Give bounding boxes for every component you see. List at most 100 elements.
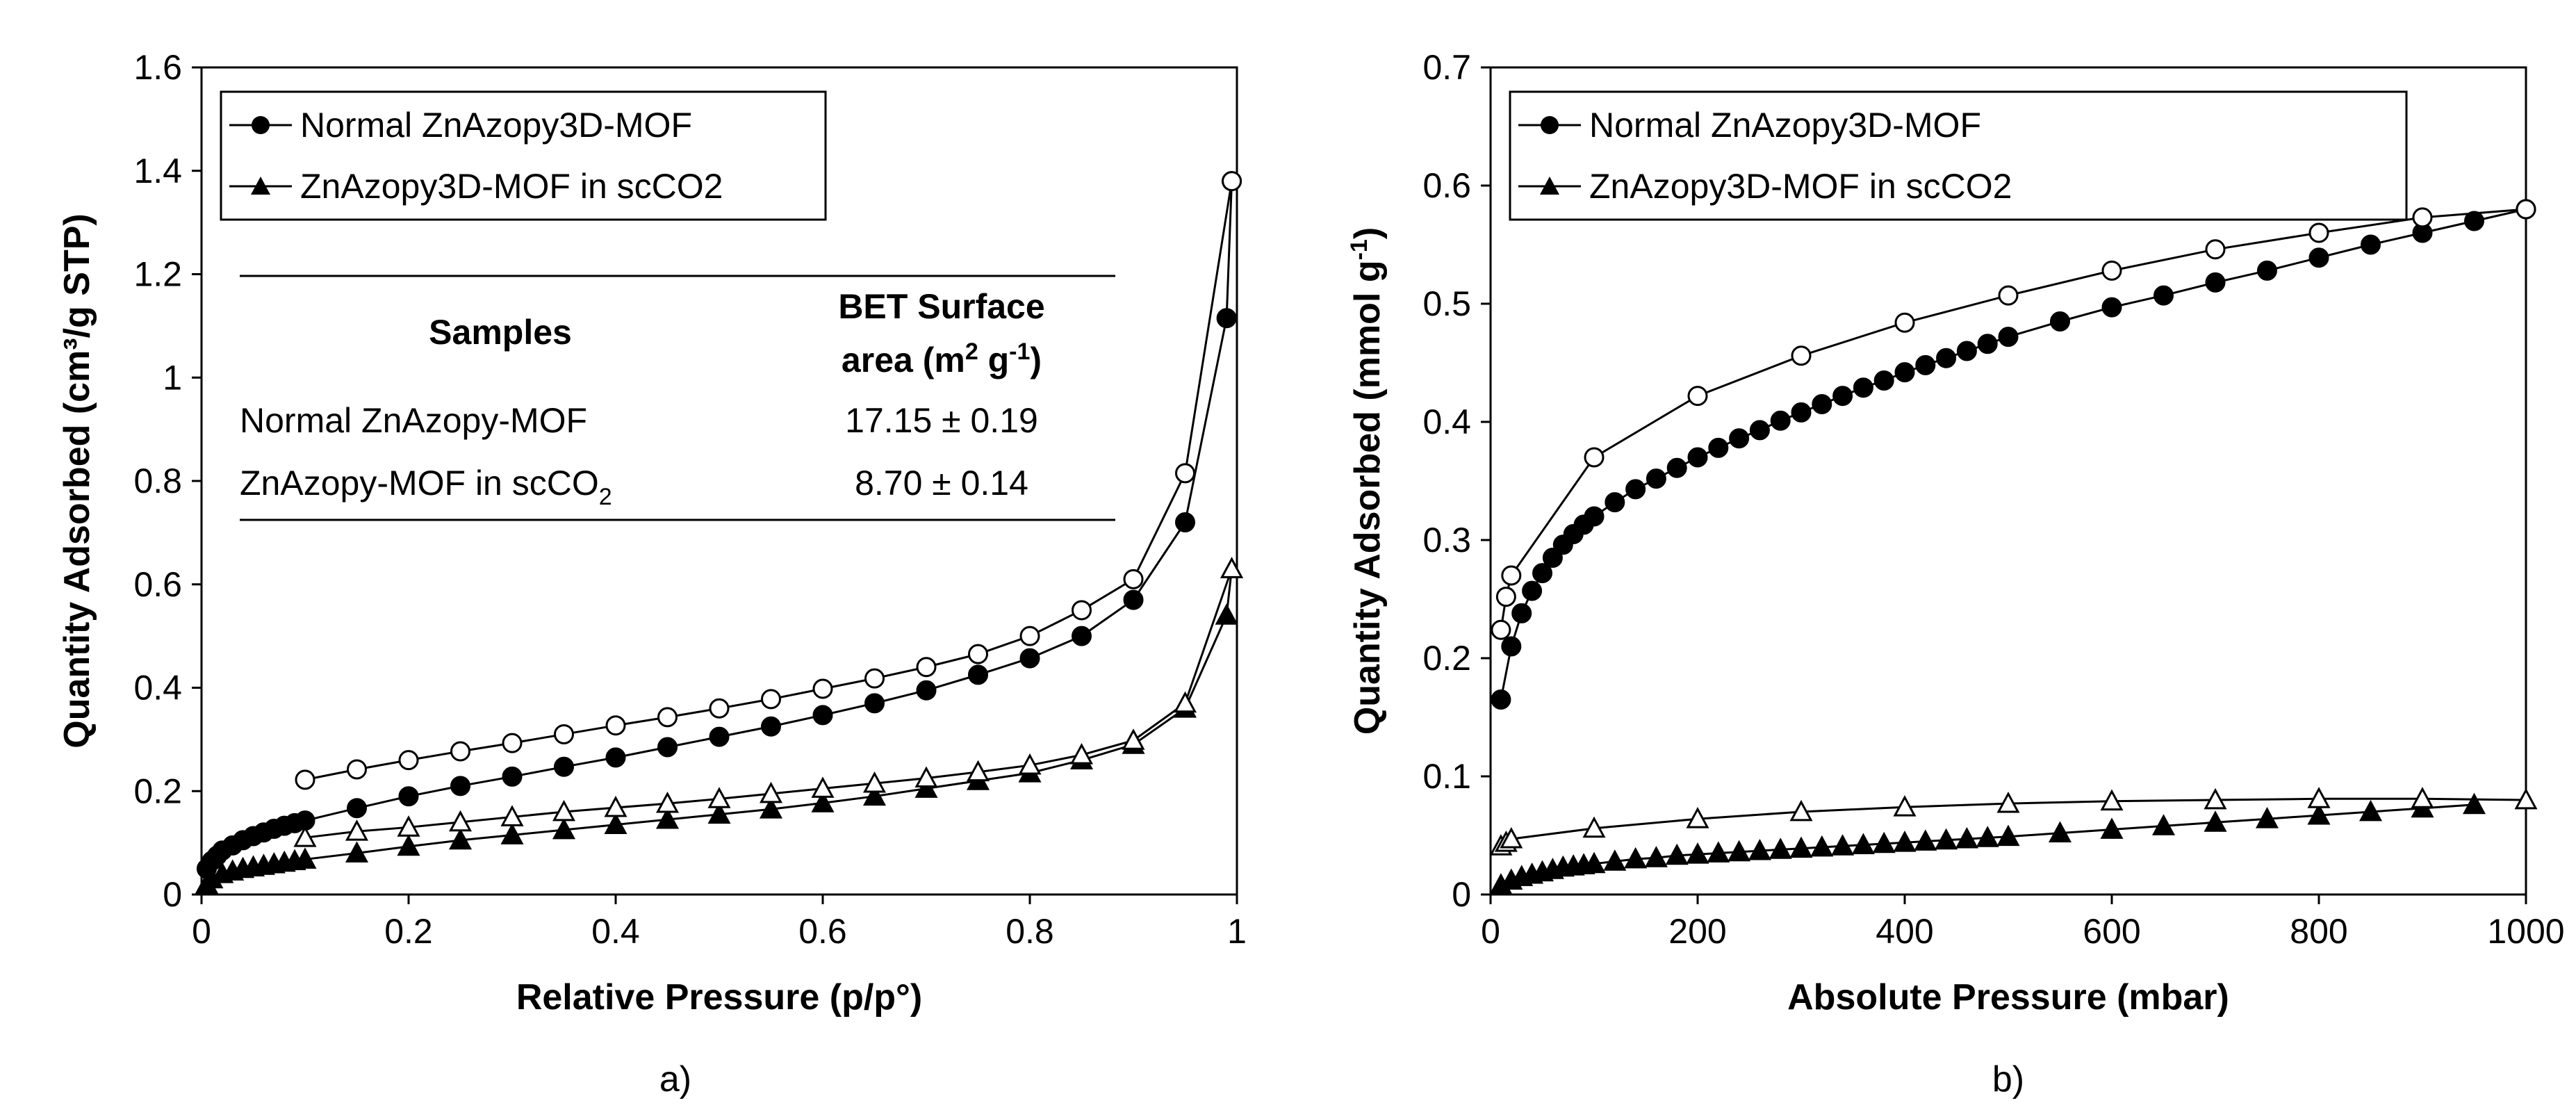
panel-b-series-2-point-38 bbox=[2462, 792, 2486, 815]
panel-b-series-2-point-18 bbox=[1769, 838, 1792, 859]
panel-b-series-0-point-35 bbox=[2308, 247, 2329, 268]
panel-a-x-tick-label-0: 0 bbox=[192, 912, 211, 951]
panel-a-series-1-point-7 bbox=[657, 707, 678, 728]
panel-b-legend-box bbox=[1509, 90, 2408, 221]
panel-b-series-2-point-36 bbox=[2358, 799, 2383, 822]
panel-b-series-2-point-28 bbox=[1976, 826, 1999, 847]
panel-a-series-3-point-17 bbox=[1173, 691, 1197, 713]
panel-a-series-0-point-27 bbox=[1123, 589, 1144, 610]
panel-b-series-2-point-19 bbox=[1789, 836, 1813, 858]
panel-b-series-0-point-21 bbox=[1832, 386, 1853, 407]
panel-b-x-tick-label-0: 0 bbox=[1481, 912, 1500, 951]
panel-b-series-3-point-2 bbox=[1500, 826, 1523, 849]
panel-a-series-3-point-13 bbox=[966, 760, 990, 782]
panel-b-y-tick-label-5: 0.5 bbox=[1422, 284, 1471, 323]
panel-b-x-tick-label-1: 200 bbox=[1668, 912, 1726, 951]
panel-b-series-0-point-12 bbox=[1646, 468, 1666, 489]
panel-a-series-1-point-14 bbox=[1019, 626, 1040, 646]
panel-a-series-2-point-18 bbox=[707, 802, 731, 824]
panel-b-series-0-point-26 bbox=[1936, 348, 1957, 368]
panel-b-legend: Normal ZnAzopy3D-MOF ZnAzopy3D-MOF in sc… bbox=[1509, 90, 2408, 221]
panel-a: 0 0.2 0.4 0.6 0.8 1 0 0.2 0.4 0.6 0.8 1 1.2 1.4 1.6 No… bbox=[57, 48, 1247, 1100]
panel-b-series-0-point-30 bbox=[2050, 311, 2070, 332]
table-row-1-value: 17.15 ± 0.19 bbox=[845, 401, 1038, 440]
panel-a-series-1-point-12 bbox=[916, 657, 937, 678]
panel-b-series-2-point-23 bbox=[1872, 831, 1896, 853]
table-header-bet-line2: area (m2 g-1) bbox=[842, 338, 1042, 379]
panel-b-plot-frame bbox=[1489, 66, 2527, 896]
panel-a-series-1-point-13 bbox=[968, 644, 988, 664]
panel-a-legend-label-2: ZnAzopy3D-MOF in scCO2 bbox=[300, 167, 723, 206]
panel-a-ticks: 0 0.2 0.4 0.6 0.8 1 0 0.2 0.4 0.6 0.8 1 1.2 1.4 1.6 bbox=[133, 48, 1246, 951]
panel-a-series-1-point-3 bbox=[450, 741, 470, 762]
panel-b-series-2-point-32 bbox=[2151, 814, 2176, 835]
panel-a-series-2-point-12 bbox=[397, 834, 420, 856]
panel-b-legend-label-1: Normal ZnAzopy3D-MOF bbox=[1589, 106, 1981, 145]
panel-a-x-tick-label-5: 1 bbox=[1227, 912, 1247, 951]
panel-a-series-3-point-16 bbox=[1122, 728, 1145, 750]
panel-a-series-1-point-16 bbox=[1123, 569, 1144, 589]
panel-a-x-tick-label-4: 0.8 bbox=[1006, 912, 1054, 951]
panel-a-y-tick-label-4: 0.8 bbox=[133, 462, 182, 500]
panel-a-series-1-point-0 bbox=[295, 769, 315, 790]
panel-a-series-0-point-22 bbox=[864, 693, 885, 714]
panel-b-series-0-point-33 bbox=[2205, 272, 2226, 293]
panel-a-y-tick-label-0: 0 bbox=[163, 875, 182, 914]
panel-a-inset-table: Samples BET Surface area (m2 g-1) Normal… bbox=[240, 275, 1115, 521]
panel-b-series-1-point-0 bbox=[1491, 619, 1511, 640]
panel-b-series-0-point-19 bbox=[1791, 402, 1812, 423]
panel-a-series-2-point-28 bbox=[1215, 603, 1238, 625]
panel-a-series-3-point-5 bbox=[552, 799, 576, 822]
panel-a-series-0-point-28 bbox=[1175, 512, 1195, 532]
panel-b-series-3-point-4 bbox=[1686, 807, 1709, 828]
panel-b-series-0-point-10 bbox=[1605, 492, 1625, 513]
table-header-bet-line1: BET Surface bbox=[838, 287, 1044, 326]
panel-b-series-1-point-6 bbox=[1894, 312, 1915, 333]
panel-b-series-2-point-33 bbox=[2204, 810, 2227, 832]
panel-b-series-2-point-22 bbox=[1851, 833, 1875, 854]
panel-b-series-0-point-22 bbox=[1853, 377, 1873, 398]
panel-a-series-2-point-11 bbox=[345, 841, 369, 863]
panel-a-series-0-point-13 bbox=[398, 786, 419, 807]
panel-a-legend-circle-marker bbox=[252, 116, 270, 134]
panel-a-y-tick-label-1: 0.2 bbox=[133, 771, 182, 810]
panel-b: 0 200 400 600 800 100000.10.20.30.40.50.60.7 … bbox=[1346, 48, 2565, 1100]
panel-a-series-3-point-14 bbox=[1018, 753, 1042, 775]
panel-a-series-1-point-17 bbox=[1175, 463, 1195, 484]
panel-b-y-tick-label-0: 0 bbox=[1452, 875, 1471, 914]
panel-b-series-1-point-1 bbox=[1495, 587, 1516, 607]
panel-a-legend-triangle-marker bbox=[251, 177, 270, 195]
panel-a-series-0-point-17 bbox=[605, 747, 626, 768]
panel-b-series-0-point-18 bbox=[1770, 410, 1791, 431]
panel-a-series-0-point-29 bbox=[1216, 308, 1237, 329]
panel-b-y-tick-label-6: 0.6 bbox=[1422, 166, 1471, 205]
panel-b-series-1-point-2 bbox=[1501, 565, 1522, 586]
panel-b-series-1-point-11 bbox=[2412, 207, 2433, 228]
panel-b-series-3-point-7 bbox=[1996, 791, 2020, 813]
panel-b-series-0-point-38 bbox=[2464, 211, 2484, 231]
panel-a-series-2-point-20 bbox=[811, 791, 835, 812]
panel-b-y-tick-label-2: 0.2 bbox=[1422, 639, 1471, 678]
panel-b-series-0-point-4 bbox=[1532, 563, 1552, 584]
panel-b-series-0-line bbox=[1500, 208, 2527, 700]
panel-b-series-1-point-3 bbox=[1584, 447, 1605, 468]
panel-b-series-3-point-12 bbox=[2514, 787, 2538, 810]
panel-b-series-0-point-28 bbox=[1977, 334, 1998, 354]
panel-a-y-tick-label-8: 1.6 bbox=[133, 48, 182, 87]
panel-a-legend-box bbox=[220, 90, 827, 221]
panel-a-series-1-point-4 bbox=[502, 733, 523, 753]
panel-b-series-2-point-16 bbox=[1728, 840, 1751, 862]
panel-b-series-2-point-27 bbox=[1955, 826, 1978, 849]
panel-b-series-0-point-36 bbox=[2361, 234, 2381, 255]
panel-a-legend-label-1: Normal ZnAzopy3D-MOF bbox=[300, 106, 692, 145]
panel-a-label: a) bbox=[659, 1059, 691, 1100]
panel-a-series-3-point-7 bbox=[655, 791, 680, 813]
panel-b-x-tick-label-2: 400 bbox=[1876, 912, 1933, 951]
panel-a-y-tick-label-3: 0.6 bbox=[133, 565, 182, 604]
panel-a-x-tick-label-1: 0.2 bbox=[384, 912, 433, 951]
panel-a-series-0-point-20 bbox=[761, 716, 781, 737]
panel-a-y-tick-label-6: 1.2 bbox=[133, 255, 182, 294]
panel-a-y-axis-title: Quantity Adsorbed (cm³/g STP) bbox=[57, 213, 97, 748]
panel-a-series-1-point-6 bbox=[605, 715, 626, 736]
